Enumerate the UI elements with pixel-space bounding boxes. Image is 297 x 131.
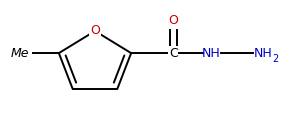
Text: NH: NH xyxy=(254,47,273,60)
Text: O: O xyxy=(168,14,178,27)
Text: O: O xyxy=(90,24,100,37)
Text: 2: 2 xyxy=(272,54,278,64)
Text: Me: Me xyxy=(10,47,29,60)
Text: C: C xyxy=(169,47,178,60)
Text: NH: NH xyxy=(202,47,220,60)
